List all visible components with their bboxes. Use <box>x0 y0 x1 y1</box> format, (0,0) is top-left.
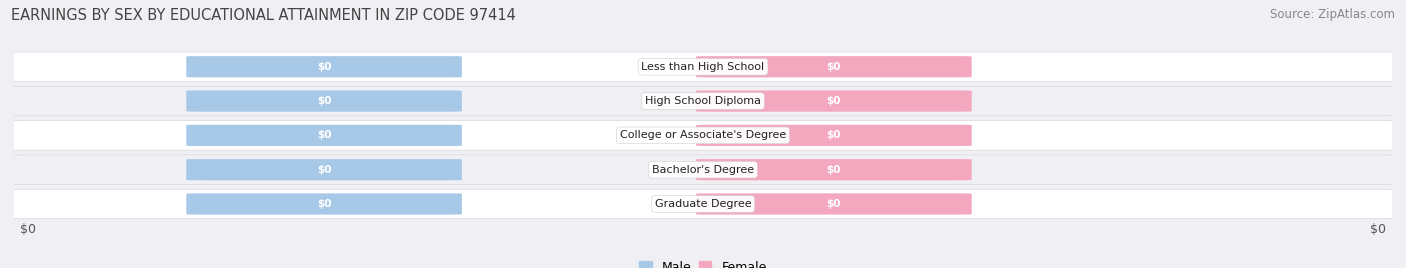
FancyBboxPatch shape <box>0 189 1406 219</box>
Text: Less than High School: Less than High School <box>641 62 765 72</box>
FancyBboxPatch shape <box>0 52 1406 81</box>
Text: EARNINGS BY SEX BY EDUCATIONAL ATTAINMENT IN ZIP CODE 97414: EARNINGS BY SEX BY EDUCATIONAL ATTAINMEN… <box>11 8 516 23</box>
Text: $0: $0 <box>827 199 841 209</box>
FancyBboxPatch shape <box>696 193 972 215</box>
Text: Bachelor's Degree: Bachelor's Degree <box>652 165 754 175</box>
FancyBboxPatch shape <box>186 56 461 77</box>
Text: $0: $0 <box>827 165 841 175</box>
FancyBboxPatch shape <box>186 90 461 112</box>
FancyBboxPatch shape <box>186 159 461 180</box>
Text: $0: $0 <box>316 130 332 140</box>
Text: Source: ZipAtlas.com: Source: ZipAtlas.com <box>1270 8 1395 21</box>
FancyBboxPatch shape <box>0 121 1406 150</box>
Text: $0: $0 <box>316 165 332 175</box>
FancyBboxPatch shape <box>186 125 461 146</box>
FancyBboxPatch shape <box>696 56 972 77</box>
Text: College or Associate's Degree: College or Associate's Degree <box>620 130 786 140</box>
FancyBboxPatch shape <box>0 86 1406 116</box>
Legend: Male, Female: Male, Female <box>634 256 772 268</box>
Text: $0: $0 <box>827 130 841 140</box>
Text: $0: $0 <box>316 62 332 72</box>
FancyBboxPatch shape <box>0 155 1406 184</box>
Text: $0: $0 <box>316 96 332 106</box>
Text: $0: $0 <box>827 96 841 106</box>
Text: $0: $0 <box>316 199 332 209</box>
FancyBboxPatch shape <box>186 193 461 215</box>
Text: $0: $0 <box>827 62 841 72</box>
Text: High School Diploma: High School Diploma <box>645 96 761 106</box>
Text: Graduate Degree: Graduate Degree <box>655 199 751 209</box>
FancyBboxPatch shape <box>696 90 972 112</box>
FancyBboxPatch shape <box>696 159 972 180</box>
FancyBboxPatch shape <box>696 125 972 146</box>
